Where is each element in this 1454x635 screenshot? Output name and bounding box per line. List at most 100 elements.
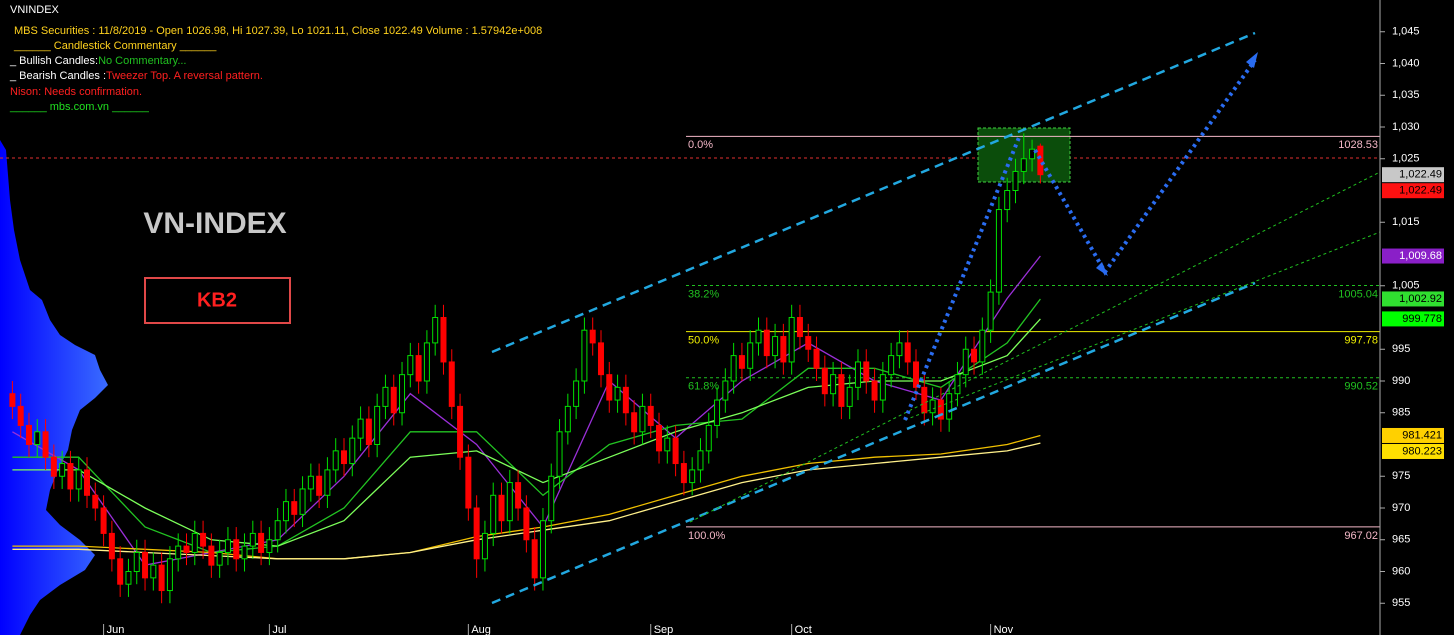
site: ______ mbs.com.vn ______: [9, 101, 150, 113]
candle-body: [622, 386, 629, 414]
info: MBS Securities : 11/8/2019 - Open 1026.9…: [14, 25, 542, 37]
candle-body: [639, 405, 646, 433]
candle-body: [755, 329, 762, 344]
candle-body: [664, 437, 671, 452]
candle-body: [515, 482, 522, 509]
candle-body: [937, 399, 944, 420]
candle-body: [108, 532, 115, 560]
candle-body: [92, 494, 99, 509]
candle-body: [432, 317, 439, 344]
candle-body: [249, 532, 256, 547]
candle-body: [17, 405, 24, 426]
candle-body: [133, 551, 140, 573]
y-tick-label: 995: [1392, 343, 1410, 355]
candle-body: [589, 329, 596, 344]
candle-body: [772, 336, 779, 357]
candle-body: [995, 209, 1002, 293]
candle-body: [473, 507, 480, 560]
candle-body: [763, 329, 770, 357]
price-label: 981.421: [1382, 427, 1444, 443]
y-tick-label: 955: [1392, 597, 1410, 609]
candle-body: [183, 545, 190, 553]
candle-body: [357, 418, 364, 439]
price-label-box: [1382, 167, 1444, 183]
candle-body: [913, 361, 920, 388]
y-tick-label: 1,035: [1392, 89, 1420, 101]
candle-body: [689, 469, 696, 484]
candle-body: [481, 532, 488, 560]
candle-body: [175, 545, 182, 560]
candle-body: [423, 342, 430, 382]
candle-body: [1020, 158, 1027, 172]
nison: Nison: Needs confirmation.: [10, 86, 142, 98]
fib-label: 100.0%: [688, 530, 726, 542]
trend-line: [491, 281, 1256, 605]
candle-body: [871, 380, 878, 401]
bullish-label: _ Bullish Candles:No Commentary...: [9, 55, 187, 67]
candle-body: [84, 469, 91, 496]
y-tick-label: 985: [1392, 407, 1410, 419]
price-label: 980.223: [1382, 443, 1444, 459]
annotations: [491, 31, 1381, 605]
candle-body: [9, 393, 16, 407]
candle-body: [722, 380, 729, 401]
y-tick-label: 965: [1392, 534, 1410, 546]
candle-body: [896, 342, 903, 357]
candle-body: [656, 424, 663, 452]
candle-body: [564, 405, 571, 433]
x-tick-label: Oct: [795, 624, 812, 635]
candle-body: [556, 431, 563, 477]
candle-body: [680, 463, 687, 484]
candle-body: [697, 450, 704, 471]
price-label-text: 1,022.49: [1399, 169, 1442, 181]
candle-body: [846, 386, 853, 407]
big-title: VN-INDEX: [143, 207, 286, 240]
y-tick-label: 1,025: [1392, 153, 1420, 165]
trend-line: [491, 31, 1256, 354]
candle-body: [979, 329, 986, 363]
price-label-box: [1382, 311, 1444, 327]
candle-body: [166, 558, 173, 592]
candle-body: [863, 361, 870, 382]
candle-body: [531, 539, 538, 579]
price-label-text: 1,009.68: [1399, 250, 1442, 262]
price-label-text: 980.223: [1402, 445, 1442, 457]
candle-body: [117, 558, 124, 585]
price-label-text: 1,022.49: [1399, 185, 1442, 197]
y-tick-label: 970: [1392, 502, 1410, 514]
candle-body: [291, 501, 298, 515]
candle-body: [730, 355, 737, 382]
fib-label: 61.8%: [688, 381, 719, 393]
candle-body: [796, 317, 803, 338]
candle-body: [821, 367, 828, 395]
price-label-box: [1382, 183, 1444, 199]
candle-body: [631, 412, 638, 433]
candle-body: [1029, 148, 1036, 160]
ma-line: [12, 298, 1041, 554]
comment: Tweezer Top. A reversal pattern.: [106, 70, 263, 82]
price-label-text: 1,002.92: [1399, 293, 1442, 305]
candle-body: [780, 336, 787, 363]
candle-body: [971, 348, 978, 363]
candle-body: [349, 437, 356, 465]
candle-body: [390, 386, 397, 414]
candle-body: [747, 342, 754, 369]
candle-body: [374, 405, 381, 445]
arrow-head: [1246, 52, 1258, 68]
trend-line: [904, 231, 1381, 421]
candle-body: [539, 520, 546, 579]
price-label: 1,002.92: [1382, 291, 1444, 307]
candle-body: [150, 564, 157, 579]
bearish-label: _ Bearish Candles :Tweezer Top. A revers…: [9, 70, 263, 82]
candle-body: [921, 386, 928, 414]
x-tick-label: Nov: [994, 624, 1014, 635]
candle-body: [597, 342, 604, 376]
candle-body: [158, 564, 165, 592]
candle-body: [830, 374, 837, 395]
candle-body: [954, 374, 961, 395]
candle-body: [1012, 170, 1019, 191]
candle-body: [258, 532, 265, 553]
price-label-text: 981.421: [1402, 429, 1442, 441]
candle-body: [805, 336, 812, 350]
candle-body: [100, 507, 107, 534]
